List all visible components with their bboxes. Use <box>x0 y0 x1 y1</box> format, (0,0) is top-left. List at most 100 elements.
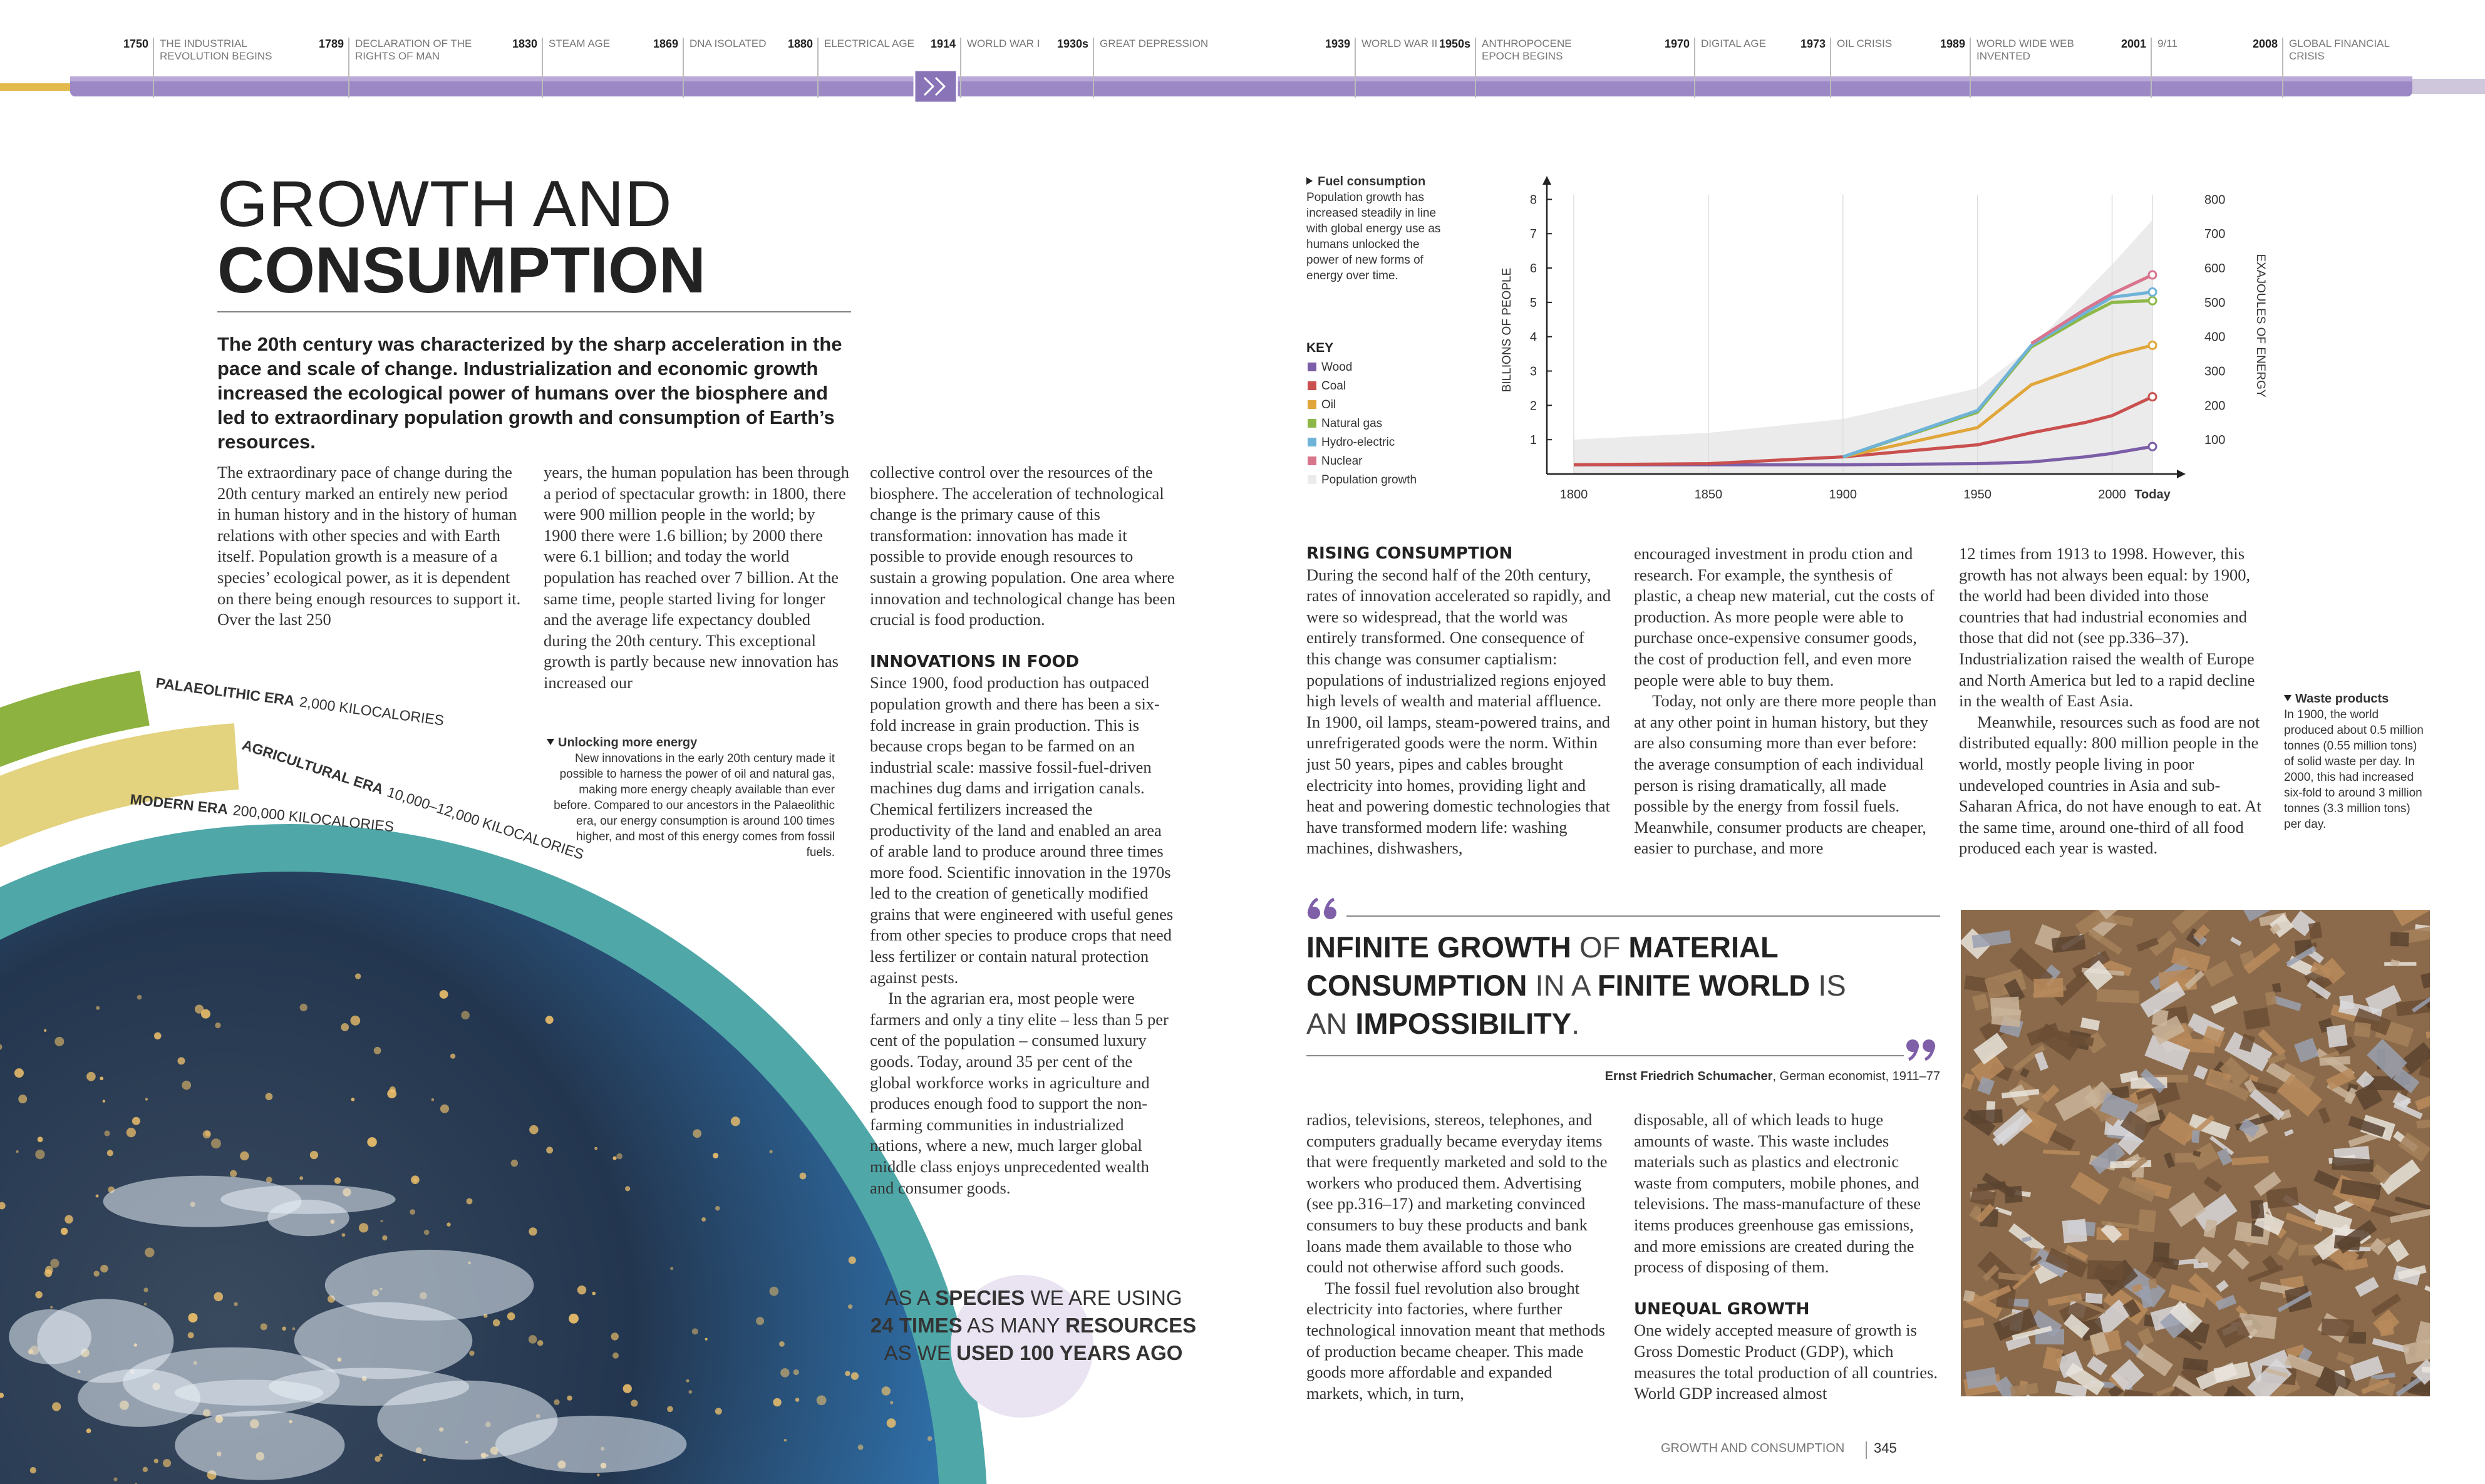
legend-label: Wood <box>1321 361 1352 374</box>
debris <box>2244 1079 2257 1093</box>
text-column: The extraordinary pace of change during … <box>217 462 523 631</box>
city-lights <box>187 1332 194 1339</box>
stat-segment: AS WE <box>884 1341 957 1364</box>
text-column: encouraged investment in produ ction and… <box>1634 544 1940 859</box>
debris <box>2249 1088 2285 1121</box>
debris <box>2372 1309 2400 1336</box>
timeline-end <box>2412 79 2485 94</box>
city-lights <box>102 1100 106 1103</box>
debris <box>2019 1394 2043 1396</box>
quote-mark <box>1323 897 1335 914</box>
debris <box>2100 1221 2122 1244</box>
city-lights <box>890 1401 894 1404</box>
chart-caption: Fuel consumption Population growth has in… <box>1306 174 1450 284</box>
debris <box>2219 1056 2250 1088</box>
debris <box>2272 982 2281 993</box>
legend-label: Nuclear <box>1321 455 1363 468</box>
cloud <box>78 1369 201 1427</box>
debris <box>1972 993 1989 1011</box>
timeline-year: 2008 <box>2252 38 2278 50</box>
debris <box>2183 1358 2208 1371</box>
text-column: 12 times from 1913 to 1998. However, thi… <box>1959 544 2265 859</box>
paragraph: The fossil fuel revolution also brought … <box>1306 1278 1605 1403</box>
legend-swatch <box>1308 419 1316 428</box>
debris <box>2216 1148 2233 1166</box>
quote-role: , German economist, 1911–77 <box>1772 1069 1940 1083</box>
debris <box>2080 1018 2100 1031</box>
debris <box>2369 1237 2387 1255</box>
debris <box>1963 1290 1975 1303</box>
y-tick-label: 6 <box>1530 262 1537 276</box>
legend-swatch <box>1308 400 1316 409</box>
debris <box>2194 1246 2223 1273</box>
paragraph: radios, televisions, stereos, telephones… <box>1306 1110 1608 1277</box>
cloud <box>267 1199 349 1237</box>
debris <box>2128 1156 2148 1173</box>
text-column: disposable, all of which leads to huge a… <box>1634 1110 1940 1404</box>
x-tick-label: 2000 <box>2098 488 2126 502</box>
y2-tick-label: 700 <box>2204 227 2225 241</box>
debris <box>2012 1263 2042 1291</box>
paragraph: years, the human population has been thr… <box>544 463 849 692</box>
city-lights <box>309 1150 319 1160</box>
quote-segment: FINITE WORLD <box>1597 969 1811 1002</box>
city-lights <box>100 1264 108 1273</box>
debris <box>2397 1265 2427 1280</box>
debris <box>1963 1108 1996 1136</box>
quote-segment: . <box>1571 1007 1580 1040</box>
debris <box>2392 1068 2420 1093</box>
debris <box>2402 1337 2430 1365</box>
city-lights <box>705 1337 708 1341</box>
city-lights <box>341 1023 349 1031</box>
debris <box>2085 1292 2103 1304</box>
debris <box>2054 972 2089 1006</box>
debris <box>2344 1087 2358 1105</box>
debris <box>2267 1053 2286 1065</box>
city-lights <box>537 1340 544 1346</box>
debris <box>2033 977 2064 998</box>
debris <box>2355 1277 2379 1297</box>
legend-swatch <box>1308 475 1316 484</box>
city-lights <box>202 1130 211 1139</box>
city-lights <box>469 1350 475 1356</box>
debris <box>2140 981 2186 1018</box>
era-arc-agricultural <box>0 723 239 848</box>
debris <box>2392 1092 2411 1110</box>
debris <box>1998 1272 2027 1282</box>
city-lights <box>375 1456 381 1462</box>
city-lights <box>546 1146 554 1154</box>
debris <box>2151 1016 2185 1045</box>
debris <box>2319 1056 2351 1066</box>
debris <box>2089 1331 2110 1356</box>
debris <box>2087 1260 2124 1280</box>
timeline-label: 9/11 <box>2157 38 2178 49</box>
debris <box>2423 987 2430 1009</box>
city-lights <box>387 1089 397 1099</box>
y-axis-arrow <box>1542 176 1551 185</box>
debris <box>2422 1366 2430 1373</box>
debris <box>1965 1367 1998 1389</box>
city-lights <box>292 1327 296 1331</box>
debris <box>2057 1031 2094 1047</box>
city-lights <box>713 1153 719 1159</box>
debris <box>2370 1373 2395 1381</box>
city-lights <box>126 1128 136 1138</box>
debris <box>1976 1203 1995 1223</box>
cloud <box>294 1302 473 1379</box>
debris <box>1977 1076 1995 1095</box>
debris <box>2230 937 2242 946</box>
city-lights <box>60 1227 68 1235</box>
timeline-label: DIGITAL AGE <box>1701 38 1766 49</box>
debris <box>2321 1318 2354 1337</box>
city-lights <box>510 1159 519 1167</box>
cloud <box>37 1299 174 1383</box>
stat-bubble <box>951 1275 1093 1418</box>
timeline-arrows <box>923 76 946 96</box>
debris <box>2166 1386 2204 1396</box>
debris <box>2041 1084 2060 1103</box>
city-lights <box>0 1202 6 1210</box>
city-lights <box>594 1146 598 1150</box>
timeline-year: 1789 <box>318 38 344 50</box>
